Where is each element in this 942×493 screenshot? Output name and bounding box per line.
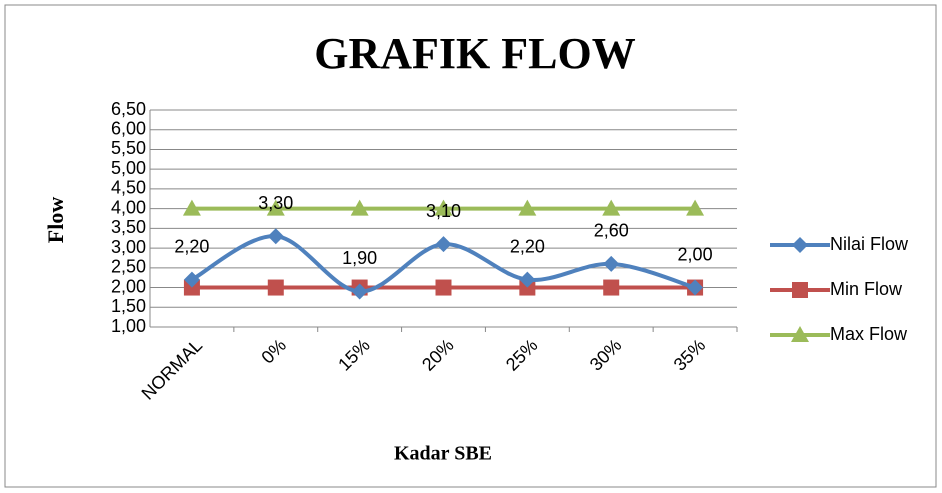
y-tick-label: 3,00 <box>111 237 146 257</box>
y-tick-label: 2,50 <box>111 257 146 277</box>
marker <box>686 199 705 216</box>
x-axis-title: Kadar SBE <box>394 443 492 465</box>
y-tick-label: 3,50 <box>111 217 146 237</box>
y-tick-label: 4,50 <box>111 178 146 198</box>
marker <box>519 271 536 288</box>
marker <box>351 283 368 300</box>
chart-title: GRAFIK FLOW <box>314 29 635 78</box>
y-tick-label: 4,00 <box>111 197 146 217</box>
legend-label: Nilai Flow <box>830 234 909 254</box>
marker <box>350 199 369 216</box>
data-label: 3,10 <box>426 201 461 221</box>
marker <box>435 236 452 253</box>
data-label: 2,20 <box>510 236 545 256</box>
marker <box>267 228 284 245</box>
y-tick-label: 2,00 <box>111 276 146 296</box>
marker <box>266 199 285 216</box>
marker <box>518 199 537 216</box>
y-tick-label: 6,50 <box>111 99 146 119</box>
marker <box>603 279 620 296</box>
marker <box>434 199 453 216</box>
y-tick-label: 5,50 <box>111 138 146 158</box>
marker <box>687 279 704 296</box>
marker <box>792 282 808 298</box>
y-axis-title: Flow <box>43 197 68 244</box>
marker <box>603 255 620 272</box>
marker <box>183 271 200 288</box>
marker <box>267 279 284 296</box>
y-tick-label: 1,50 <box>111 296 146 316</box>
y-tick-label: 1,00 <box>111 316 146 336</box>
y-tick-label: 6,00 <box>111 118 146 138</box>
data-label: 2,00 <box>678 244 713 264</box>
y-tick-label: 5,00 <box>111 158 146 178</box>
data-label: 2,60 <box>594 221 629 241</box>
legend-label: Min Flow <box>830 279 903 299</box>
data-label: 2,20 <box>174 236 209 256</box>
data-label: 1,90 <box>342 248 377 268</box>
legend-label: Max Flow <box>830 324 908 344</box>
marker <box>435 279 452 296</box>
marker <box>602 199 621 216</box>
data-label: 3,30 <box>258 193 293 213</box>
marker <box>792 237 808 253</box>
marker <box>182 199 201 216</box>
marker <box>791 326 809 342</box>
